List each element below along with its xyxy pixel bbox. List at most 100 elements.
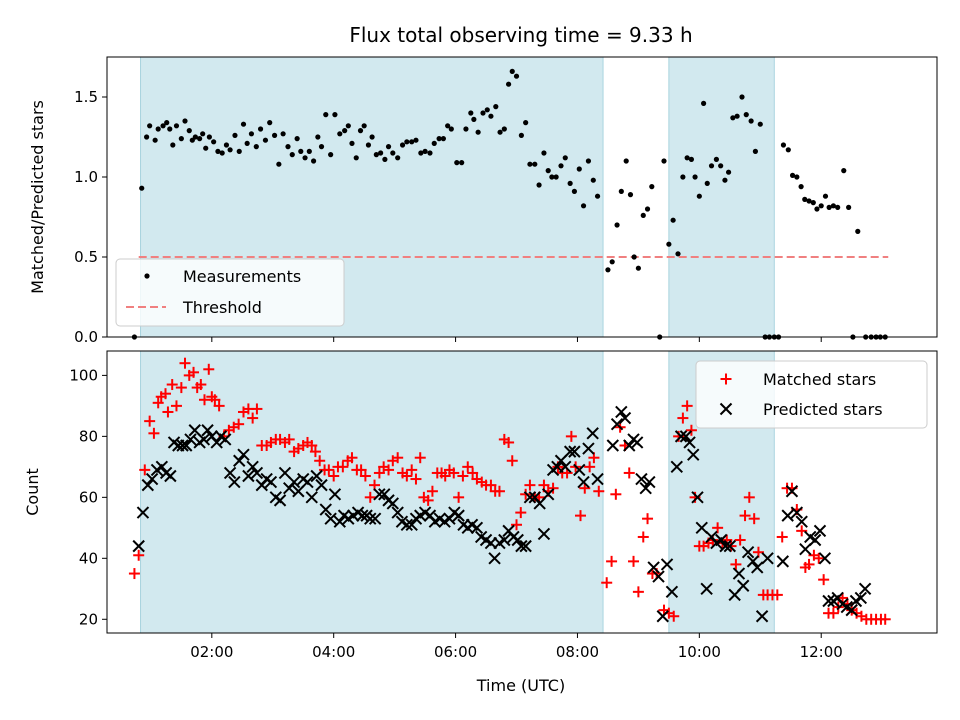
- predicted-star-point: [197, 433, 211, 446]
- measurement-point: [513, 73, 520, 79]
- measurement-point: [182, 118, 188, 124]
- measurement-point: [532, 161, 538, 167]
- measurement-point: [302, 155, 308, 161]
- measurement-point: [448, 126, 454, 132]
- measurement-point: [399, 142, 406, 148]
- matched-star-point: [511, 519, 523, 531]
- predicted-star-point: [132, 539, 145, 553]
- predicted-star-point: [691, 491, 704, 504]
- predicted-star-point: [610, 417, 624, 431]
- predicted-star-point: [751, 561, 764, 574]
- matched-star-point: [813, 552, 825, 564]
- measurement-point: [562, 155, 568, 161]
- top-x-axis-ticks: [211, 337, 822, 342]
- matched-star-point: [575, 510, 587, 522]
- matched-star-point: [739, 510, 751, 522]
- measurement-point: [164, 120, 170, 126]
- predicted-star-point: [541, 488, 555, 501]
- predicted-star-point: [287, 475, 301, 489]
- measurement-point: [427, 150, 433, 156]
- measurement-point: [488, 113, 494, 119]
- measurement-point: [814, 206, 820, 212]
- matched-star-point: [160, 388, 172, 400]
- measurement-point: [713, 156, 719, 162]
- matched-star-point: [628, 555, 640, 567]
- measurement-point: [404, 139, 410, 145]
- measurement-point: [661, 158, 667, 164]
- predicted-star-point: [498, 533, 511, 547]
- predicted-star-point: [606, 439, 620, 452]
- measurement-point: [315, 134, 321, 140]
- measurement-point: [743, 112, 749, 118]
- measurement-point: [310, 158, 317, 164]
- measurement-point: [236, 148, 242, 154]
- measurement-point: [262, 137, 269, 143]
- measurement-point: [328, 152, 334, 158]
- predicted-star-point: [643, 475, 656, 489]
- measurement-point: [253, 144, 259, 150]
- matched-star-point: [346, 452, 358, 464]
- predicted-star-point: [723, 539, 737, 553]
- y-tick-label: 100: [69, 366, 98, 384]
- x-tick-label: 08:00: [556, 643, 599, 661]
- predicted-star-point: [687, 448, 700, 461]
- predicted-star-point: [315, 478, 328, 492]
- matched-star-point: [743, 491, 755, 503]
- measurement-point: [722, 177, 728, 183]
- predicted-star-point: [683, 436, 696, 449]
- measurement-point: [173, 123, 180, 129]
- measurement-point: [649, 184, 655, 190]
- measurement-point: [178, 136, 184, 142]
- predicted-star-point: [630, 436, 644, 449]
- predicted-star-point: [679, 430, 693, 443]
- measurement-point: [571, 188, 578, 194]
- measurement-point: [576, 166, 582, 172]
- ratio-panel: 0.0 0.5 1.0 1.5 Matched/Predicted stars Mea…: [28, 56, 938, 346]
- predicted-star-point: [537, 527, 551, 541]
- predicted-star-point: [219, 433, 232, 446]
- predicted-star-point: [324, 512, 337, 525]
- predicted-star-point: [582, 442, 595, 455]
- measurement-point: [757, 121, 763, 127]
- matched-star-point: [144, 415, 156, 427]
- measurement-point: [271, 132, 278, 138]
- measurement-point: [523, 120, 529, 126]
- measurement-point: [298, 148, 304, 154]
- predicted-star-point: [586, 427, 599, 440]
- predicted-star-point: [141, 478, 155, 492]
- measurement-point: [480, 110, 486, 116]
- predicted-star-point: [328, 488, 342, 501]
- measurement-point: [704, 180, 710, 186]
- measurement-point: [289, 152, 295, 158]
- predicted-stars-points: [132, 405, 872, 623]
- predicted-star-point: [233, 454, 246, 467]
- predicted-star-point: [781, 509, 794, 522]
- measurement-point: [748, 118, 754, 124]
- measurement-point: [395, 155, 401, 161]
- predicted-star-point: [559, 460, 572, 474]
- predicted-star-point: [145, 472, 159, 486]
- measurement-point: [471, 116, 477, 122]
- measurement-point: [385, 144, 392, 150]
- x-axis-label: Time (UTC): [476, 676, 565, 695]
- measurement-point: [369, 134, 375, 140]
- predicted-star-point: [563, 445, 577, 458]
- observing-window-1: [668, 56, 775, 338]
- matched-star-point: [712, 522, 724, 534]
- legend-threshold-label: Threshold: [182, 298, 262, 317]
- measurement-point: [798, 184, 804, 190]
- legend-matched-marker: [720, 373, 732, 385]
- measurement-point: [484, 107, 490, 113]
- matched-star-point: [457, 470, 469, 482]
- measurement-point: [501, 126, 507, 132]
- measurement-point: [785, 147, 791, 153]
- measurement-point: [580, 203, 587, 209]
- measurement-point: [413, 137, 419, 143]
- measurement-point: [545, 168, 551, 174]
- matched-star-point: [355, 464, 367, 476]
- legend-predicted-label: Predicted stars: [763, 400, 883, 419]
- measurement-point: [802, 196, 808, 202]
- predicted-star-point: [615, 405, 628, 419]
- matched-star-point: [199, 394, 211, 406]
- measurement-point: [445, 123, 451, 129]
